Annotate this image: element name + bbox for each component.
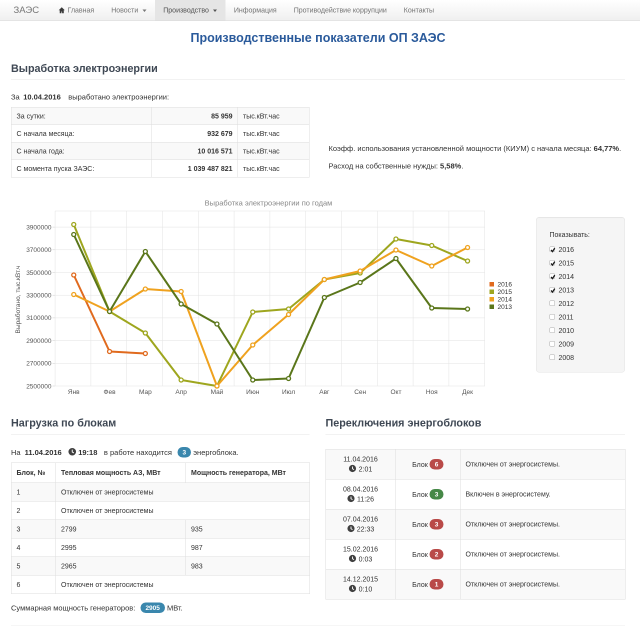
svg-text:3900000: 3900000 [26,224,52,231]
svg-text:Янв: Янв [68,389,80,396]
svg-text:2013: 2013 [498,304,513,311]
svg-text:2016: 2016 [498,282,513,289]
svg-text:Ноя: Ноя [426,389,438,396]
svg-text:2014: 2014 [498,297,513,304]
svg-text:Апр: Апр [175,389,187,396]
svg-text:Сен: Сен [354,389,366,396]
svg-text:Дек: Дек [462,389,473,396]
svg-text:Окт: Окт [390,389,401,396]
svg-text:3300000: 3300000 [26,292,52,299]
svg-text:3100000: 3100000 [26,315,52,322]
svg-text:Выработка электроэнергии по го: Выработка электроэнергии по годам [205,199,333,208]
svg-text:3500000: 3500000 [26,270,52,277]
svg-text:2900000: 2900000 [26,338,52,345]
svg-text:Авг: Авг [319,389,330,396]
svg-text:Июн: Июн [246,389,260,396]
svg-text:Выработано, тыс.кВт.ч: Выработано, тыс.кВт.ч [14,266,22,334]
svg-text:Июл: Июл [282,389,295,396]
svg-text:2015: 2015 [498,289,513,296]
svg-text:3700000: 3700000 [26,247,52,254]
svg-text:Май: Май [211,388,224,396]
svg-text:2500000: 2500000 [26,383,52,390]
svg-text:2700000: 2700000 [26,361,52,368]
svg-text:Фев: Фев [104,389,117,396]
svg-text:Мар: Мар [139,389,152,396]
